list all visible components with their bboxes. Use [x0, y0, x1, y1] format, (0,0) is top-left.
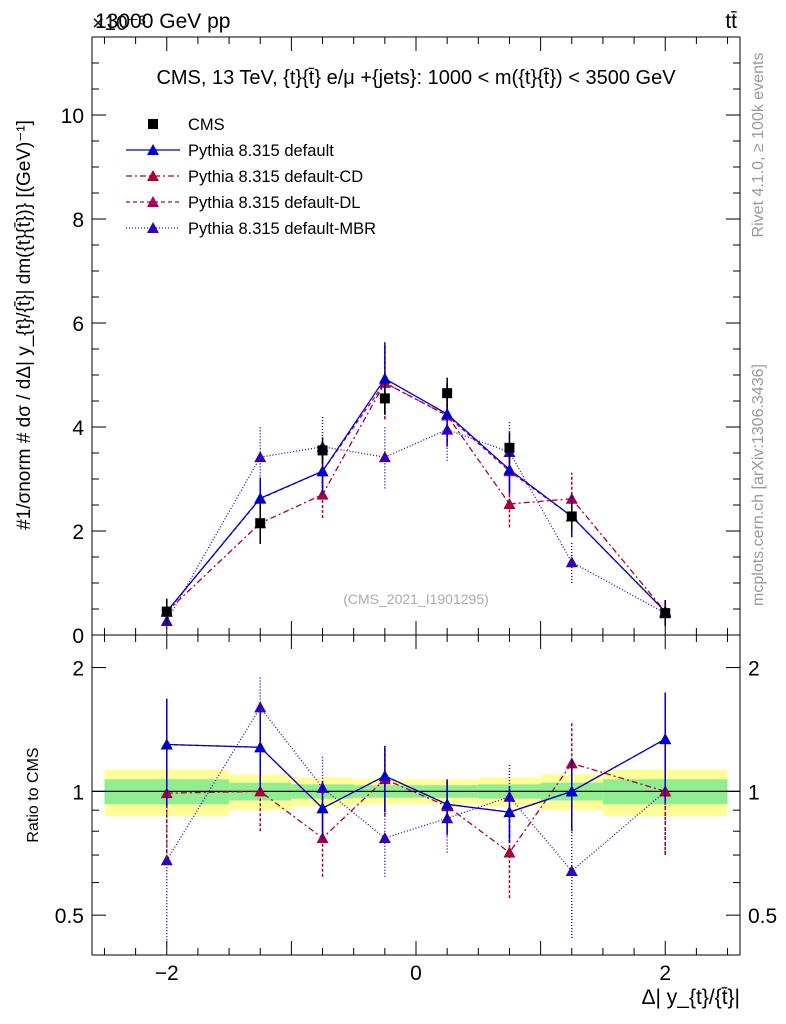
series-cd — [160, 346, 672, 624]
legend-label: CMS — [188, 116, 225, 134]
data-point — [565, 556, 578, 568]
series-line — [166, 377, 666, 613]
x-tick-label: −2 — [155, 962, 179, 985]
data-point — [503, 463, 516, 475]
data-point — [378, 451, 391, 463]
ratio-line — [166, 706, 666, 872]
ratio-line — [166, 762, 666, 854]
ratio-point — [565, 865, 578, 877]
y-exponent: ×10⁻³ — [92, 12, 146, 35]
ratio-axis-ticks: 0.5 0.5 1 1 2 2 −2 0 2 — [55, 635, 777, 985]
ratio-series — [160, 676, 672, 947]
ratio-point — [254, 741, 267, 753]
legend-marker — [147, 222, 159, 233]
series-line — [166, 381, 666, 613]
ratio-point — [378, 832, 391, 844]
header-process: tt̄ — [725, 10, 737, 33]
ratio-line — [166, 738, 666, 813]
ratio-point — [378, 769, 391, 781]
ratio-axis-label: Ratio to CMS — [25, 747, 42, 842]
ratio-y-tick-label: 1 — [72, 781, 84, 804]
plot-title: CMS, 13 TeV, {t}{t̄} e/μ +{jets}: 1000 <… — [156, 67, 676, 89]
y-tick-label: 2 — [72, 521, 84, 544]
data-point — [442, 388, 453, 399]
x-tick-label: 0 — [410, 962, 422, 985]
data-point — [161, 606, 172, 617]
y-tick-label: 8 — [72, 209, 84, 232]
series-line — [166, 381, 666, 613]
main-series — [160, 342, 672, 629]
main-panel: 0 2 4 6 8 10 CMS, 13 TeV, {t}{t̄} e/μ +{jets}… — [14, 36, 741, 648]
series-dl — [160, 346, 672, 624]
ratio-point — [160, 738, 173, 750]
rivet-label: Rivet 4.1.0, ≥ 100k events — [750, 53, 767, 238]
ratio-point — [316, 802, 329, 814]
data-point — [660, 608, 671, 619]
x-tick-label: 2 — [659, 962, 671, 985]
analysis-watermark: (CMS_2021_I1901295) — [343, 591, 489, 607]
data-point — [378, 372, 391, 384]
x-axis-label: Δ| y_{t}/{t̄}| — [641, 986, 740, 1009]
legend-marker — [147, 144, 159, 155]
y-tick-label: 6 — [72, 313, 84, 336]
data-point — [254, 451, 267, 463]
ratio-y-tick-label: 0.5 — [55, 905, 84, 928]
ratio-series-mbr — [160, 676, 672, 947]
ratio-y-tick-label: 2 — [748, 658, 760, 681]
legend: CMS Pythia 8.315 default Pythia 8.315 defa… — [126, 116, 376, 238]
y-tick-label: 10 — [61, 105, 84, 128]
y-tick-label: 0 — [72, 625, 84, 648]
data-point — [441, 408, 454, 419]
data-point — [254, 492, 267, 504]
legend-label: Pythia 8.315 default-CD — [188, 168, 363, 186]
legend-label: Pythia 8.315 default — [188, 142, 334, 160]
legend-marker — [148, 119, 158, 129]
data-point — [379, 393, 390, 404]
ratio-point — [160, 854, 173, 866]
ratio-point — [254, 701, 267, 713]
ratio-series-default — [160, 692, 672, 843]
ratio-point — [503, 806, 516, 818]
legend-marker — [147, 196, 159, 207]
data-point — [504, 442, 515, 453]
y-tick-label: 4 — [72, 417, 84, 440]
ratio-y-tick-label: 2 — [72, 658, 84, 681]
ratio-y-tick-label: 1 — [748, 781, 760, 804]
data-point — [316, 465, 329, 477]
main-axis-ticks: 0 2 4 6 8 10 — [61, 37, 740, 648]
ratio-point — [565, 785, 578, 797]
legend-label: Pythia 8.315 default-DL — [188, 194, 360, 212]
ratio-point — [659, 733, 672, 745]
ratio-point — [503, 846, 516, 858]
data-point — [503, 497, 516, 509]
series-default — [160, 342, 672, 624]
data-point — [566, 511, 577, 522]
ratio-y-tick-label: 0.5 — [748, 905, 777, 928]
ratio-series-cd — [160, 722, 672, 899]
header-energy: 13000 GeV pp — [95, 10, 230, 33]
ratio-panel: 0.5 0.5 1 1 2 2 −2 0 2 Ratio to CMS Δ| y_{t}/{t̄… — [25, 634, 777, 1009]
series-line — [166, 428, 666, 622]
legend-label: Pythia 8.315 default-MBR — [188, 220, 376, 238]
series-cms — [161, 377, 671, 627]
y-axis-label: #1/σnorm # dσ / dΔ| y_{t}/{t̄}| dm({t}{t… — [14, 120, 35, 530]
legend-marker — [147, 170, 159, 181]
data-point — [317, 445, 328, 456]
mcplots-label: mcplots.cern.ch [arXiv:1306.3436] — [750, 364, 767, 606]
ratio-series-dl — [160, 692, 672, 843]
ratio-point — [441, 798, 454, 810]
data-point — [255, 518, 266, 529]
